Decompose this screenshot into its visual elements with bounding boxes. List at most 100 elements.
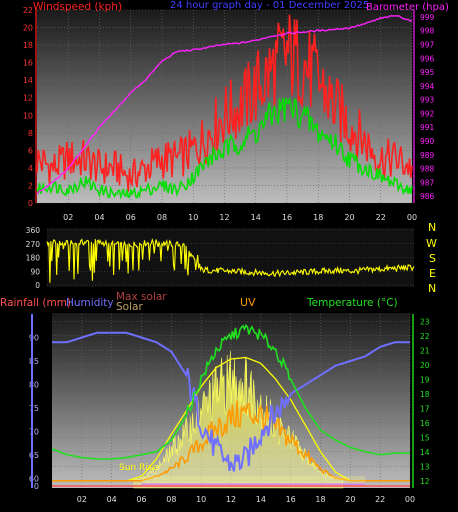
temperature-tick-label: 20 bbox=[420, 361, 430, 370]
series-max-solar bbox=[126, 356, 366, 482]
direction-letter-n-bottom: N bbox=[428, 282, 436, 295]
temperature-tick-label: 12 bbox=[420, 477, 430, 486]
humidity-tick-label: 75 bbox=[29, 404, 39, 413]
temperature-label: Temperature (°C) bbox=[306, 297, 398, 309]
windspeed-tick-label: 6 bbox=[28, 146, 33, 155]
direction-tick-label: 270 bbox=[26, 240, 41, 249]
bottom-x-tick-label: 06 bbox=[136, 495, 146, 504]
bottom-x-tick-label: 04 bbox=[107, 495, 117, 504]
series-wind-direction bbox=[46, 237, 415, 283]
barometer-tick-label: 994 bbox=[420, 82, 435, 91]
series-humidity bbox=[52, 331, 410, 472]
barometer-tick-label: 995 bbox=[420, 68, 435, 77]
rainfall-label: Rainfall (mm) bbox=[0, 297, 71, 309]
humidity-tick-label: 0 bbox=[34, 482, 39, 491]
direction-letter-w: W bbox=[426, 237, 437, 250]
humidity-tick-label: 90 bbox=[29, 334, 39, 343]
top-x-tick-label: 12 bbox=[219, 213, 229, 222]
bottom-x-tick-label: 12 bbox=[226, 495, 236, 504]
temperature-tick-label: 16 bbox=[420, 419, 430, 428]
chart-title: 24 hour graph day - 01 December 2025 bbox=[170, 0, 369, 11]
series-windspeed bbox=[36, 14, 413, 192]
bottom-x-tick-label: 08 bbox=[166, 495, 176, 504]
direction-letter-s: S bbox=[429, 252, 436, 265]
windspeed-tick-label: 14 bbox=[23, 76, 33, 85]
series-wind-gust bbox=[36, 97, 413, 200]
barometer-tick-label: 998 bbox=[420, 27, 435, 36]
top-x-tick-label: 10 bbox=[188, 213, 198, 222]
barometer-tick-label: 996 bbox=[420, 54, 435, 63]
windspeed-tick-label: 4 bbox=[28, 164, 33, 173]
direction-letter-e: E bbox=[429, 267, 436, 280]
top-x-tick-label: 00 bbox=[407, 213, 417, 222]
humidity-tick-label: 60 bbox=[29, 475, 39, 484]
windspeed-tick-label: 22 bbox=[23, 6, 33, 15]
barometer-tick-label: 993 bbox=[420, 96, 435, 105]
temperature-tick-label: 18 bbox=[420, 390, 430, 399]
direction-tick-label: 90 bbox=[30, 267, 40, 276]
barometer-label: Barometer (hpa) bbox=[366, 2, 449, 13]
windspeed-tick-label: 8 bbox=[28, 129, 33, 138]
windspeed-label: Windspeed (kph) bbox=[33, 1, 122, 13]
temperature-tick-label: 14 bbox=[420, 448, 430, 457]
temperature-tick-label: 13 bbox=[420, 462, 430, 471]
bottom-x-tick-label: 22 bbox=[375, 495, 385, 504]
windspeed-tick-label: 10 bbox=[23, 111, 33, 120]
top-x-tick-label: 22 bbox=[376, 213, 386, 222]
windspeed-tick-label: 16 bbox=[23, 59, 33, 68]
temperature-tick-label: 23 bbox=[420, 317, 430, 326]
bottom-x-tick-label: 10 bbox=[196, 495, 206, 504]
bottom-x-tick-label: 16 bbox=[286, 495, 296, 504]
top-x-tick-label: 04 bbox=[94, 213, 104, 222]
series-uv bbox=[52, 400, 410, 482]
top-x-tick-label: 20 bbox=[344, 213, 354, 222]
series-temperature bbox=[51, 323, 410, 460]
bottom-x-tick-label: 18 bbox=[315, 495, 325, 504]
bottom-x-tick-label: 02 bbox=[77, 495, 87, 504]
temperature-tick-label: 19 bbox=[420, 375, 430, 384]
barometer-tick-label: 986 bbox=[420, 192, 435, 201]
bottom-x-tick-label: 14 bbox=[256, 495, 266, 504]
direction-tick-label: 0 bbox=[35, 281, 40, 290]
humidity-tick-label: 80 bbox=[29, 381, 39, 390]
humidity-label: Humidity bbox=[66, 297, 114, 309]
temperature-tick-label: 22 bbox=[420, 332, 430, 341]
humidity-tick-label: 65 bbox=[29, 451, 39, 460]
series-barometer bbox=[36, 15, 413, 195]
sunrise-label: Sun Rise bbox=[119, 463, 158, 473]
windspeed-tick-label: 2 bbox=[28, 181, 33, 190]
barometer-tick-label: 997 bbox=[420, 40, 435, 49]
windspeed-tick-label: 20 bbox=[23, 24, 33, 33]
barometer-tick-label: 991 bbox=[420, 123, 435, 132]
barometer-tick-label: 992 bbox=[420, 109, 435, 118]
temperature-tick-label: 17 bbox=[420, 404, 430, 413]
top-x-tick-label: 14 bbox=[251, 213, 261, 222]
barometer-tick-label: 999 bbox=[420, 13, 435, 22]
barometer-tick-label: 989 bbox=[420, 151, 435, 160]
humidity-tick-label: 70 bbox=[29, 428, 39, 437]
top-x-tick-label: 16 bbox=[282, 213, 292, 222]
max-solar-label: Max solar bbox=[116, 291, 167, 303]
top-x-tick-label: 18 bbox=[313, 213, 323, 222]
barometer-tick-label: 988 bbox=[420, 165, 435, 174]
bottom-x-tick-label: 20 bbox=[345, 495, 355, 504]
bottom-x-tick-label: 00 bbox=[405, 495, 415, 504]
barometer-tick-label: 990 bbox=[420, 137, 435, 146]
humidity-tick-label: 85 bbox=[29, 357, 39, 366]
windspeed-tick-label: 12 bbox=[23, 94, 33, 103]
direction-letter-n-top: N bbox=[428, 221, 436, 234]
top-x-tick-label: 02 bbox=[63, 213, 73, 222]
barometer-tick-label: 987 bbox=[420, 178, 435, 187]
direction-tick-label: 180 bbox=[26, 254, 41, 263]
daylight-band bbox=[141, 476, 366, 484]
top-x-tick-label: 08 bbox=[157, 213, 167, 222]
temperature-tick-label: 15 bbox=[420, 433, 430, 442]
solar-label: Solar bbox=[116, 301, 143, 313]
top-x-tick-label: 06 bbox=[126, 213, 136, 222]
temperature-tick-label: 21 bbox=[420, 346, 430, 355]
direction-tick-label: 360 bbox=[26, 226, 41, 235]
windspeed-tick-label: 0 bbox=[28, 199, 33, 208]
uv-label: UV bbox=[240, 296, 256, 309]
windspeed-tick-label: 18 bbox=[23, 41, 33, 50]
